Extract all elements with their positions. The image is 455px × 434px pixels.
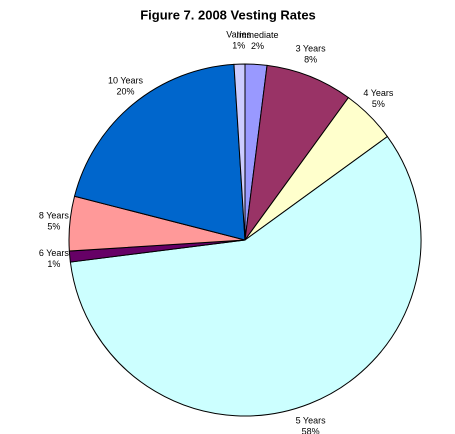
slice-label: 10 Years xyxy=(108,75,144,85)
slice-value-label: 8% xyxy=(304,54,317,64)
slice-value-label: 5% xyxy=(372,99,385,109)
slice-label: 4 Years xyxy=(363,88,394,98)
slice-value-label: 2% xyxy=(251,41,264,51)
pie-slice xyxy=(69,135,422,417)
pie-slice xyxy=(233,63,246,241)
pie-slice xyxy=(73,63,246,241)
chart-title: Figure 7. 2008 Vesting Rates xyxy=(140,7,316,22)
slice-label: 6 Years xyxy=(39,248,70,258)
slice-value-label: 1% xyxy=(232,40,245,50)
pie-slice xyxy=(244,64,350,241)
slice-value-label: 5% xyxy=(47,222,60,232)
slice-label: 8 Years xyxy=(39,211,70,221)
slice-label: Varies xyxy=(226,29,251,39)
slice-label: Immediate xyxy=(237,30,279,40)
slice-label: 5 Years xyxy=(296,415,327,425)
slice-value-label: 58% xyxy=(302,426,320,434)
slice-label: 3 Years xyxy=(296,43,327,53)
slice-value-label: 20% xyxy=(117,86,135,96)
slice-value-label: 1% xyxy=(47,259,60,269)
